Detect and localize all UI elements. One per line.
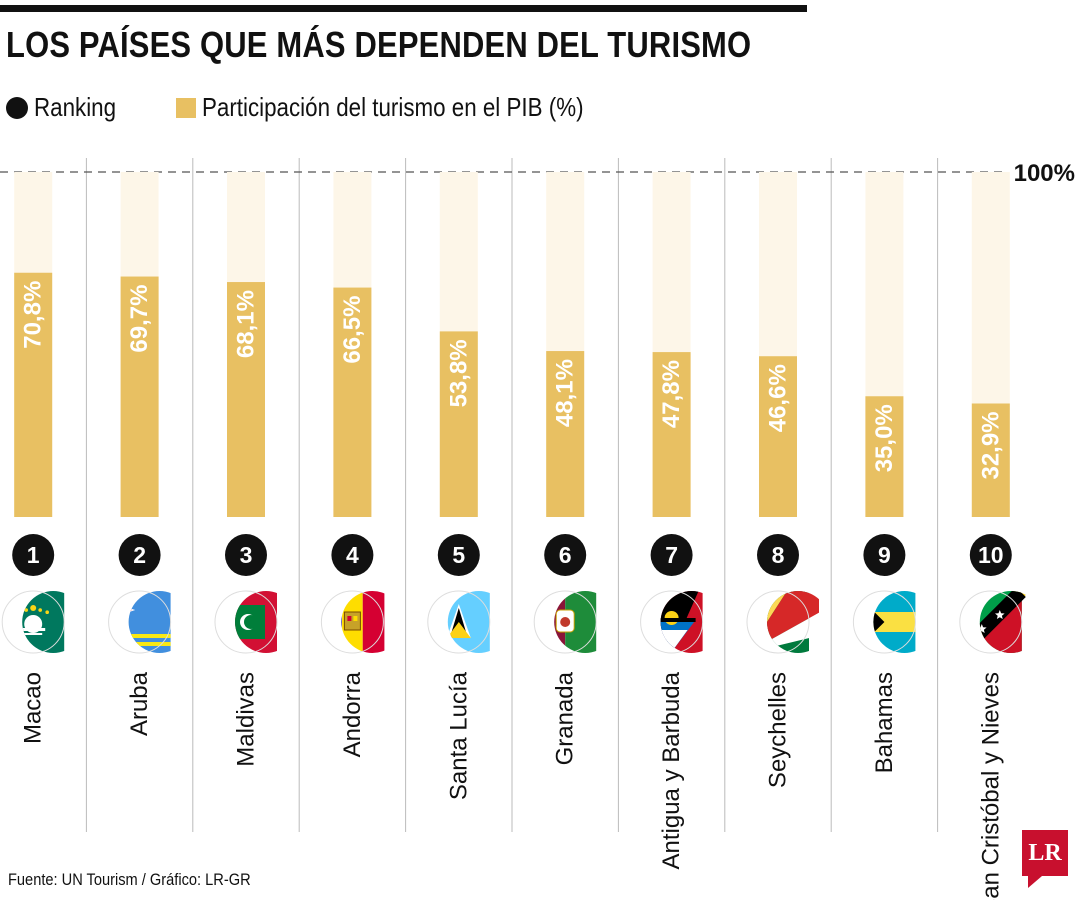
- bar: [546, 351, 585, 517]
- bar: [120, 276, 159, 517]
- value-label: 68,1%: [233, 290, 260, 358]
- rank-circle: [118, 534, 161, 576]
- country-label: Macao: [20, 672, 47, 744]
- flag-border: [533, 590, 597, 654]
- flag-grenada-icon: [554, 591, 597, 653]
- country-label: Maldivas: [233, 672, 260, 767]
- source-note: Fuente: UN Tourism / Gráfico: LR-GR: [8, 870, 251, 889]
- country-label: Granada: [552, 671, 579, 765]
- country-label: Seychelles: [765, 672, 792, 788]
- bar: [971, 403, 1010, 517]
- country-label: Antigua y Barbuda: [658, 671, 685, 869]
- value-label: 35,0%: [871, 404, 898, 472]
- lr-logo-text: LR: [1028, 840, 1062, 866]
- rank-circle: [437, 534, 480, 576]
- legend-item-gdp-share: Participación del turismo en el PIB (%): [176, 92, 646, 123]
- flag-border: [1, 590, 65, 654]
- rank-number: 6: [559, 542, 572, 568]
- rank-circle: [12, 534, 55, 576]
- country-label: Andorra: [339, 671, 366, 757]
- flag-border: [214, 590, 278, 654]
- country-label: San Cristóbal y Nieves: [977, 672, 1004, 900]
- rank-circle: [969, 534, 1012, 576]
- value-label: 66,5%: [339, 296, 366, 364]
- flag-border: [320, 590, 384, 654]
- rank-circle: [650, 534, 693, 576]
- rank-number: 9: [878, 542, 891, 568]
- flag-border: [746, 590, 810, 654]
- rank-number: 8: [772, 542, 785, 568]
- bar: [759, 356, 797, 517]
- value-label: 48,1%: [552, 359, 579, 427]
- legend-label-ranking: Ranking: [34, 92, 117, 122]
- legend-label-gdp-share: Participación del turismo en el PIB (%): [202, 92, 584, 122]
- flag-border: [640, 590, 704, 654]
- country-label: Bahamas: [871, 672, 898, 773]
- bar: [652, 352, 691, 517]
- flag-border: [427, 590, 491, 654]
- reference-line-label: 100%: [1014, 160, 1075, 187]
- rank-number: 4: [346, 542, 359, 568]
- value-label: 53,8%: [445, 339, 472, 407]
- bar: [227, 282, 265, 517]
- rank-number: 10: [978, 542, 1004, 568]
- rank-circle: [757, 534, 799, 576]
- rank-circle: [225, 534, 267, 576]
- value-label: 69,7%: [126, 285, 153, 353]
- value-label: 70,8%: [20, 281, 47, 349]
- rank-circle: [863, 534, 906, 576]
- bar: [333, 287, 372, 517]
- value-label: 47,8%: [658, 360, 685, 428]
- legend-dot-icon: [6, 96, 28, 119]
- lr-logo-tail: [1028, 876, 1042, 888]
- rank-number: 1: [27, 542, 40, 568]
- rank-number: 3: [240, 542, 253, 568]
- lr-logo: LR: [1022, 830, 1068, 888]
- flag-border: [959, 590, 1023, 654]
- rank-number: 5: [452, 542, 465, 568]
- rank-number: 7: [665, 542, 678, 568]
- rank-circle: [544, 534, 587, 576]
- flag-saint-kitts-nevis-icon: [979, 591, 1028, 653]
- flag-border: [108, 590, 172, 654]
- top-rule: [0, 5, 807, 12]
- legend-square-icon: [176, 97, 196, 118]
- value-label: 46,6%: [765, 364, 792, 432]
- value-label: 32,9%: [977, 411, 1004, 479]
- rank-number: 2: [133, 542, 146, 568]
- bar: [865, 396, 904, 517]
- bar: [439, 331, 478, 517]
- flag-border: [852, 590, 916, 654]
- bar: [14, 272, 53, 517]
- chart-title: LOS PAÍSES QUE MÁS DEPENDEN DEL TURISMO: [6, 24, 752, 65]
- country-label: Santa Lucía: [445, 671, 472, 800]
- rank-circle: [331, 534, 374, 576]
- country-label: Aruba: [126, 671, 153, 736]
- legend-item-ranking: Ranking: [6, 92, 129, 123]
